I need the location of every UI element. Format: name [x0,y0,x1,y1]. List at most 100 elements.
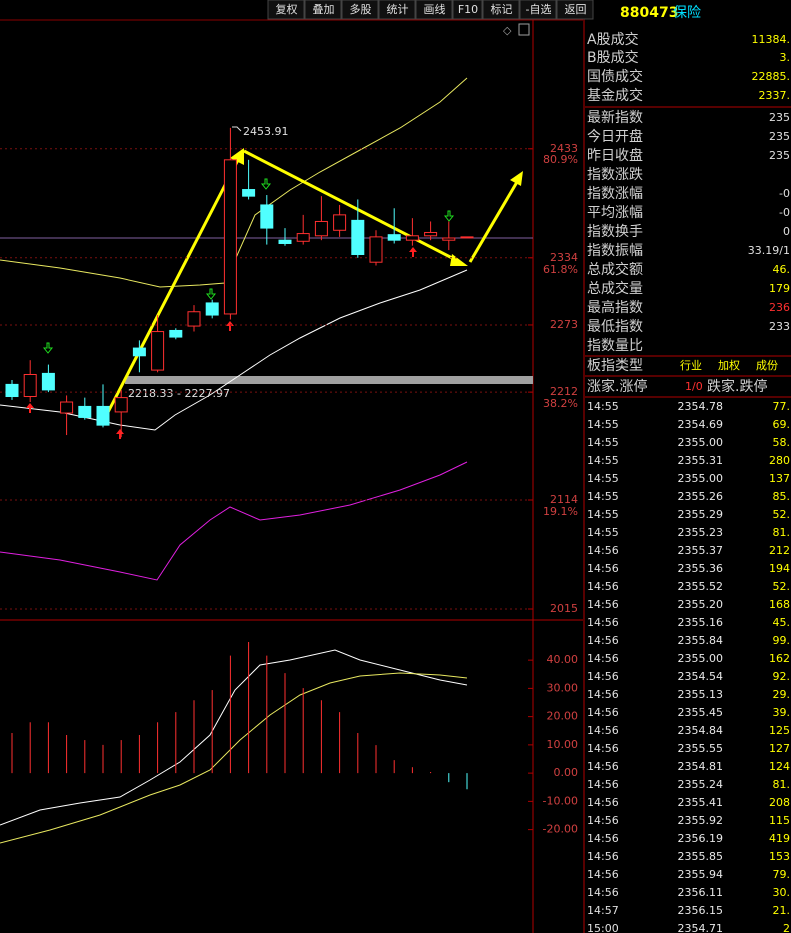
candle-body [405,235,419,241]
stat-value: -0 [779,206,790,219]
tick-volume: 168 [769,598,790,611]
tick-time: 14:55 [587,418,619,431]
tick-volume: 127 [769,742,790,755]
toolbar-label[interactable]: 标记 [491,2,513,16]
type-option[interactable]: 行业 [680,359,702,372]
toolbar-button[interactable] [415,0,453,20]
toolbar-button[interactable] [556,0,594,20]
tick-volume: 85. [773,490,791,503]
toolbar-label[interactable]: -自选 [526,3,552,16]
tick-volume: 30. [773,886,791,899]
toolbar-label[interactable]: 多股 [350,2,372,16]
fib-label: 38.2% [543,397,578,410]
candle-body [296,233,310,242]
dif-line [0,649,468,826]
type-option[interactable]: 加权 [718,359,740,372]
tick-time: 15:00 [587,922,619,933]
tick-volume: 115 [769,814,790,827]
toolbar-button[interactable] [452,0,483,20]
candle-body [5,383,19,398]
stat-label: 最低指数 [587,319,643,335]
fib-label: 80.9% [543,153,578,166]
tick-price: 2354.69 [678,418,724,431]
stat-value: 22885. [752,70,791,83]
toolbar-button[interactable] [482,0,520,20]
candle-body [424,231,438,237]
signal-arrows [26,178,455,439]
tick-volume: 153 [769,850,790,863]
stat-label: A股成交 [587,31,639,48]
tick-price: 2355.92 [678,814,724,827]
candle-body [369,236,383,263]
stat-label: 指数量比 [587,338,643,354]
stat-label: 今日开盘 [587,128,643,145]
stock-name: 保险 [673,5,701,21]
candle-body [187,311,201,327]
diamond-icon[interactable]: ◇ [503,24,512,37]
tick-volume: 419 [769,832,790,845]
tick-price: 2355.00 [678,652,724,665]
candle-body [351,219,365,255]
tick-time: 14:56 [587,796,619,809]
tick-volume: 2 [783,922,790,933]
tick-price: 2355.23 [678,526,724,539]
tick-price: 2355.00 [678,472,724,485]
stat-label: 指数涨幅 [587,186,643,202]
tick-volume: 194 [769,562,790,575]
tick-price: 2355.13 [678,688,724,701]
toolbar-button[interactable] [304,0,342,20]
tick-time: 14:56 [587,760,619,773]
type-option[interactable]: 成份 [756,359,778,372]
y-tick-label: 2334 [550,251,578,264]
tick-price: 2355.24 [678,778,724,791]
breadth-ratio: 1/0 [685,380,703,393]
high-label: 2453.91 [243,125,289,138]
toolbar-label[interactable]: 画线 [424,2,446,16]
toolbar-button[interactable] [267,0,305,20]
tick-price: 2355.55 [678,742,724,755]
tick-time: 14:56 [587,652,619,665]
toolbar-button[interactable] [519,0,557,20]
toolbar-label[interactable]: 复权 [276,2,298,16]
tick-volume: 29. [773,688,791,701]
tick-volume: 125 [769,724,790,737]
tick-price: 2354.71 [678,922,724,933]
gray-band [125,376,533,384]
y-tick-label: 30.00 [547,681,579,694]
toolbar-label[interactable]: 叠加 [313,3,335,16]
tick-price: 2355.84 [678,634,724,647]
toolbar-label[interactable]: F10 [458,3,478,16]
tick-time: 14:56 [587,670,619,683]
stat-value: 179 [769,282,790,295]
tick-time: 14:55 [587,400,619,413]
toolbar-button[interactable] [378,0,416,20]
breadth-up: 涨家.涨停 [587,378,647,395]
tick-price: 2355.29 [678,508,724,521]
tick-time: 14:56 [587,580,619,593]
candle-body [41,372,55,391]
stat-value: 235 [769,149,790,162]
y-tick-label: 2212 [550,385,578,398]
toolbar-button[interactable] [341,0,379,20]
candle-body [314,220,328,237]
candle-body [223,159,237,315]
tick-price: 2355.37 [678,544,724,557]
tick-time: 14:55 [587,490,619,503]
toolbar-label[interactable]: 返回 [565,3,587,16]
tick-price: 2356.15 [678,904,724,917]
tick-price: 2355.31 [678,454,724,467]
stat-value: -0 [779,187,790,200]
tick-time: 14:56 [587,850,619,863]
candle-body [278,239,292,244]
candle-body [78,405,92,418]
candle-body [169,329,183,338]
tick-time: 14:56 [587,598,619,611]
tick-volume: 81. [773,778,791,791]
panel-toggle[interactable] [518,23,530,36]
stat-value: 46. [773,263,791,276]
tick-volume: 52. [773,508,791,521]
stat-label: 最高指数 [587,299,643,316]
candle-body [151,331,165,371]
toolbar-label[interactable]: 统计 [387,3,409,16]
